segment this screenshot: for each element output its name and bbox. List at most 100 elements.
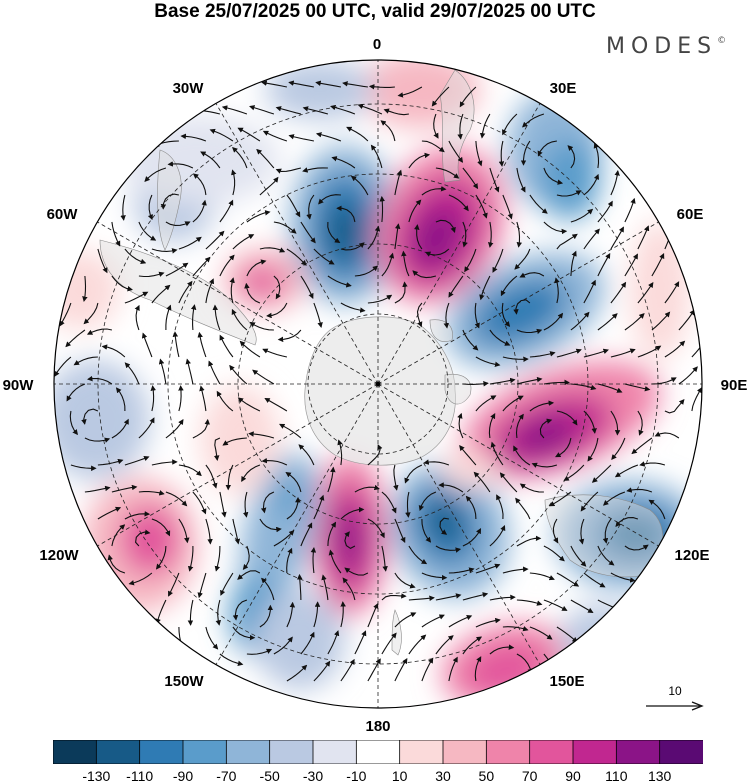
- wind-vector: [602, 518, 612, 544]
- wind-vector: [138, 221, 157, 241]
- wind-vector: [86, 328, 113, 335]
- wind-vector: [516, 535, 542, 547]
- wind-vector: [489, 329, 511, 346]
- wind-vector: [416, 302, 423, 328]
- wind-vector: [513, 299, 531, 315]
- wind-vector: [212, 304, 221, 331]
- wind-vector: [237, 127, 261, 142]
- wind-vector: [543, 379, 570, 386]
- anomaly-blob: [200, 385, 280, 495]
- wind-vector: [383, 108, 409, 116]
- wind-vector: [97, 458, 124, 466]
- map-title: Base 25/07/2025 00 UTC, valid 29/07/2025…: [154, 1, 596, 22]
- wind-vector: [192, 418, 210, 439]
- wind-vector: [124, 248, 147, 265]
- wind-vector: [313, 302, 323, 328]
- anomaly-blob: [54, 360, 150, 480]
- wind-vector: [262, 130, 288, 142]
- wind-vector: [501, 302, 511, 327]
- wind-vector: [567, 145, 576, 169]
- wind-vector: [237, 397, 261, 412]
- logo-mark: ©: [717, 36, 727, 46]
- wind-vector: [192, 256, 211, 277]
- wind-vector: [381, 593, 407, 601]
- wind-vector: [147, 194, 153, 221]
- wind-vector: [124, 455, 150, 466]
- wind-vector: [631, 437, 653, 455]
- wind-vector: [279, 423, 302, 439]
- wind-vector: [242, 491, 249, 518]
- wind-vector: [570, 250, 577, 277]
- colorbar-swatch: [615, 740, 661, 764]
- wind-vector: [313, 601, 321, 628]
- wind-vector: [199, 385, 207, 412]
- wind-vector: [357, 103, 383, 115]
- wind-vector: [522, 113, 545, 128]
- wind-vector: [556, 572, 580, 587]
- wind-vector: [367, 603, 379, 628]
- wind-vector: [172, 331, 180, 358]
- wind-vector: [150, 385, 156, 412]
- wind-vector: [190, 304, 197, 331]
- wind-vector: [97, 248, 108, 274]
- wind-vector: [529, 572, 555, 581]
- wind-vector: [597, 383, 623, 393]
- wind-vector: [516, 599, 543, 606]
- wind-vector: [610, 226, 624, 250]
- wind-vector: [327, 630, 340, 655]
- wind-vector: [489, 644, 515, 655]
- wind-vector: [381, 632, 397, 655]
- colorbar-tick-label: 10: [391, 768, 408, 784]
- wind-vector: [597, 313, 618, 331]
- wind-vector: [151, 459, 178, 466]
- wind-vector: [462, 592, 489, 601]
- vector-reference: 10: [644, 684, 706, 714]
- wind-vector: [69, 410, 78, 436]
- wind-vector: [327, 521, 337, 547]
- wind-vector: [246, 259, 267, 277]
- wind-vector: [192, 491, 207, 515]
- wind-vector: [500, 275, 518, 297]
- colorbar-swatch: [399, 740, 444, 764]
- wind-vector: [70, 464, 97, 472]
- antarctica: [304, 316, 456, 466]
- wind-vector: [97, 506, 122, 520]
- anomaly-blob: [560, 605, 640, 675]
- wind-vector: [637, 345, 662, 358]
- wind-vector: [664, 281, 680, 304]
- colorbar-tick-label: -70: [216, 768, 237, 784]
- wind-vector: [408, 152, 431, 169]
- wind-vector: [205, 464, 218, 489]
- wind-vector: [610, 281, 627, 304]
- wind-vector: [107, 554, 126, 574]
- wind-vector: [313, 248, 335, 265]
- wind-vector: [134, 304, 140, 331]
- wind-vector: [580, 491, 599, 512]
- wind-vector: [602, 491, 626, 506]
- wind-vector: [394, 518, 406, 543]
- wind-vector: [178, 236, 202, 250]
- wind-vector: [578, 518, 585, 545]
- wind-vector: [556, 626, 578, 643]
- wind-vector: [331, 156, 356, 169]
- wind-vector: [197, 331, 207, 358]
- wind-vector: [59, 302, 72, 327]
- anomaly-blob: [120, 505, 180, 575]
- wind-vector: [380, 120, 396, 142]
- wind-vector: [556, 190, 582, 197]
- wind-vector: [555, 437, 572, 458]
- wind-vector: [66, 383, 86, 402]
- anomaly-blob: [274, 473, 302, 517]
- wind-vector: [87, 375, 113, 385]
- wind-vector: [252, 369, 275, 385]
- wind-vector: [209, 128, 234, 142]
- wind-vector: [327, 466, 336, 493]
- anomaly-blob: [327, 204, 363, 260]
- wind-vector: [205, 230, 225, 250]
- wind-vector: [277, 329, 302, 343]
- wind-vector: [275, 106, 302, 115]
- wind-vector: [229, 364, 248, 385]
- wind-vector: [219, 653, 244, 667]
- wind-vector: [435, 545, 462, 553]
- lon-label-120e: 120E: [674, 547, 710, 564]
